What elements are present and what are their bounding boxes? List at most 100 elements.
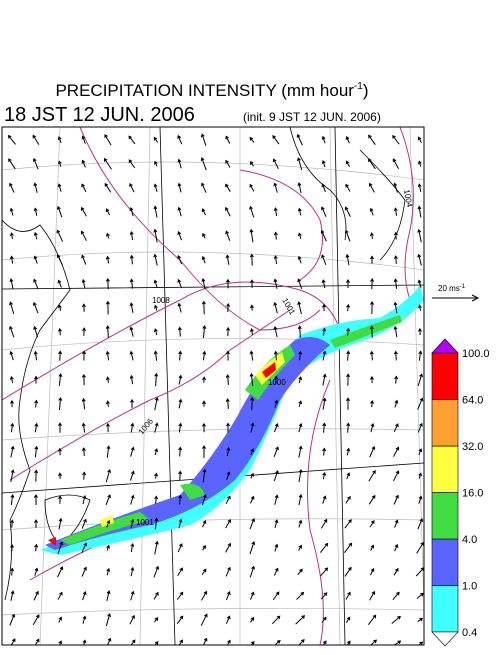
wind-arrow xyxy=(10,590,15,601)
wind-arrow xyxy=(249,327,254,336)
wind-arrow xyxy=(105,376,110,383)
wind-arrow xyxy=(129,278,134,289)
map: 1004 1008 1001 1000 1006 1001 xyxy=(2,127,424,645)
wind-arrow xyxy=(154,540,159,555)
wind-arrow xyxy=(200,133,207,146)
graticule xyxy=(2,127,424,645)
wind-arrow xyxy=(298,400,303,408)
wind-arrow xyxy=(153,205,158,218)
wind-arrow xyxy=(9,182,15,193)
wind-arrow xyxy=(393,278,398,289)
wind-arrow xyxy=(346,640,351,645)
wind-arrow xyxy=(105,400,110,407)
wind-arrow xyxy=(34,519,38,528)
wind-arrow xyxy=(202,232,206,239)
wind-arrow xyxy=(202,637,208,645)
title: PRECIPITATION INTENSITY (mm hour-1) xyxy=(55,81,368,100)
wind-arrow xyxy=(393,350,398,361)
wind-arrow xyxy=(297,325,302,338)
wind-arrow xyxy=(178,518,183,529)
wind-arrow xyxy=(105,468,112,483)
colorbar-segment xyxy=(431,585,459,633)
wind-arrow xyxy=(9,325,15,338)
wind-scale-exponent: -1 xyxy=(460,284,466,290)
wind-arrow xyxy=(10,493,15,506)
wind-arrow xyxy=(129,182,135,193)
wind-arrow xyxy=(346,279,350,289)
wind-arrow xyxy=(274,543,279,552)
wind-arrow xyxy=(34,543,39,552)
wind-arrow xyxy=(322,495,327,504)
wind-arrow xyxy=(298,468,303,483)
wind-arrow xyxy=(130,446,135,457)
wind-arrow xyxy=(369,207,374,216)
wind-arrow xyxy=(346,350,351,361)
wind-arrow xyxy=(225,350,230,361)
wind-arrow xyxy=(105,494,111,506)
wind-arrow xyxy=(176,615,184,624)
wind-arrow xyxy=(392,158,400,170)
colorbar-segment xyxy=(431,399,459,447)
wind-arrow xyxy=(273,182,278,193)
wind-arrow xyxy=(249,541,256,555)
wind-arrow xyxy=(249,518,255,530)
wind-arrow xyxy=(367,614,377,626)
wind-arrow xyxy=(225,206,231,217)
wind-arrow xyxy=(58,373,63,387)
wind-arrow xyxy=(322,397,327,410)
wind-arrow xyxy=(225,254,230,265)
wind-arrow xyxy=(296,133,303,146)
wind-arrow xyxy=(226,303,231,313)
wind-arrow xyxy=(10,567,15,576)
wind-arrow xyxy=(298,493,303,506)
wind-arrow xyxy=(249,205,255,218)
wind-arrow xyxy=(296,591,305,600)
wind-arrow xyxy=(297,232,302,239)
wind-arrow xyxy=(56,229,64,242)
wind-arrow xyxy=(368,494,376,505)
wind-scale-text: 20 ms xyxy=(438,284,460,293)
wind-arrow xyxy=(153,183,158,192)
wind-arrow xyxy=(346,373,351,386)
wind-arrow xyxy=(202,350,207,361)
wind-arrow xyxy=(32,134,40,145)
wind-arrow xyxy=(416,592,424,599)
wind-arrow xyxy=(128,135,136,145)
wind-arrow xyxy=(225,398,230,409)
wind-arrow xyxy=(322,471,327,480)
wind-arrow xyxy=(154,495,159,504)
wind-arrow xyxy=(10,445,15,458)
wind-arrow xyxy=(201,568,207,575)
wind-arrow xyxy=(249,160,254,167)
wind-arrow xyxy=(129,350,134,361)
wind-arrow xyxy=(202,376,207,383)
wind-arrow xyxy=(154,641,159,645)
wind-arrow xyxy=(57,160,62,167)
wind-arrow xyxy=(226,471,231,480)
wind-arrow xyxy=(202,400,206,407)
wind-arrow xyxy=(81,303,86,312)
map-frame xyxy=(1,126,425,646)
title-text: PRECIPITATION INTENSITY (mm hour xyxy=(55,81,354,100)
wind-arrow xyxy=(273,446,279,457)
wind-arrow xyxy=(346,397,351,410)
wind-scale-label: 20 ms-1 xyxy=(438,284,466,293)
wind-arrow xyxy=(225,519,231,529)
wind-arrow xyxy=(130,398,134,409)
wind-arrow xyxy=(57,566,64,578)
wind-arrow xyxy=(417,205,422,218)
wind-arrow xyxy=(58,517,63,530)
wind-arrow xyxy=(345,616,351,623)
wind-arrow xyxy=(298,350,303,361)
wind-arrow xyxy=(58,472,62,479)
wind-arrow xyxy=(321,159,326,168)
wind-arrow xyxy=(274,494,279,505)
wind-arrow xyxy=(297,278,303,289)
wind-arrow xyxy=(58,640,63,645)
wind-arrow xyxy=(81,422,86,433)
wind-arrow xyxy=(129,326,134,337)
wind-arrow xyxy=(32,614,40,626)
wind-arrow xyxy=(393,255,398,264)
contour-label: 1008 xyxy=(152,296,170,305)
